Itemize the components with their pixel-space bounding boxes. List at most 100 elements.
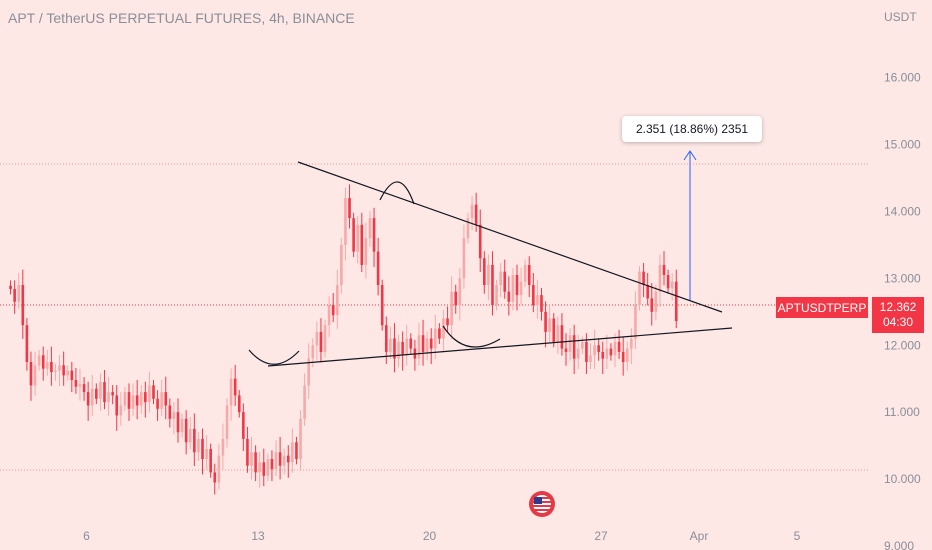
candle-body (152, 385, 155, 399)
candle-body (184, 418, 188, 443)
candle-body (335, 285, 339, 316)
candle-body (86, 392, 90, 406)
y-tick-label: 15.000 (884, 138, 921, 152)
candle-body (348, 198, 351, 219)
y-tick-label: 10.000 (884, 472, 921, 486)
candle-body (90, 388, 94, 406)
candle-body (654, 291, 658, 312)
candle-body (291, 442, 294, 463)
candle-body (258, 462, 261, 473)
candle-body (470, 204, 474, 219)
y-tick-label: 9.000 (884, 539, 914, 550)
candle-body (135, 395, 139, 406)
candle-body (609, 348, 613, 356)
measure-label[interactable]: 2.351 (18.86%) 2351 (622, 116, 762, 142)
candle-body (572, 335, 576, 359)
triangle-lower-trendline[interactable] (267, 327, 733, 367)
candle-body (630, 338, 633, 349)
top-arc[interactable] (379, 181, 415, 205)
x-tick-label: 5 (794, 529, 801, 543)
candle-body (344, 198, 347, 245)
candle-body (37, 355, 41, 366)
candle-body (360, 224, 364, 265)
candle-body (323, 325, 327, 352)
candle-body (478, 224, 482, 259)
y-tick-label: 13.000 (884, 271, 921, 285)
candle-body (658, 264, 662, 292)
candle-body (597, 345, 600, 352)
candle-body (634, 305, 637, 339)
candle-body (180, 418, 184, 433)
candle-body (380, 285, 384, 326)
candle-body (286, 455, 290, 463)
candle-body (613, 341, 617, 356)
candle-body (593, 345, 596, 356)
drawings (248, 150, 733, 367)
candle-body (229, 378, 233, 406)
us-flag-icon[interactable] (529, 491, 555, 517)
candle-body (483, 258, 486, 286)
candle-body (491, 264, 494, 306)
candle-body (646, 285, 649, 299)
candle-body (523, 264, 527, 282)
candle-body (666, 275, 670, 289)
candle-body (368, 218, 372, 239)
candle-body (560, 325, 564, 349)
candle-body (172, 412, 176, 419)
candle-body (168, 405, 172, 419)
candle-body (340, 244, 343, 286)
candle-body (62, 365, 65, 376)
candle-body (556, 325, 560, 342)
time-axis[interactable]: 6 13 20 27 Apr 5 (83, 529, 801, 543)
candle-body (95, 388, 98, 399)
candle-body (254, 452, 257, 473)
x-tick-label: Apr (690, 529, 709, 543)
candle-body (417, 335, 421, 359)
candle-body (103, 382, 106, 403)
candle-body (266, 459, 270, 476)
last-price-value: 12.362 (879, 300, 917, 314)
candle-body (446, 318, 449, 326)
x-tick-label: 13 (251, 529, 265, 543)
candle-body (315, 331, 319, 346)
candle-body (270, 459, 274, 470)
candle-body (164, 392, 168, 406)
bottom-arc-left[interactable] (248, 349, 300, 365)
candle-body (303, 385, 306, 419)
candle-body (650, 298, 654, 312)
flag-glyph (533, 495, 551, 513)
bottom-arc-right[interactable] (442, 325, 501, 348)
candle-body (33, 365, 37, 386)
candle-body (499, 271, 502, 286)
y-tick-label: 12.000 (884, 338, 921, 352)
candle-body (311, 345, 315, 359)
candle-body (54, 370, 57, 373)
candle-body (115, 395, 119, 416)
candle-body (450, 291, 453, 326)
candle-body (237, 395, 241, 413)
candle-body (46, 361, 49, 369)
candle-body (188, 428, 192, 443)
candle-body (540, 295, 543, 312)
candle-body (585, 341, 588, 362)
candle-body (82, 384, 86, 393)
candle-body (111, 392, 114, 396)
candle-body (662, 264, 666, 275)
candle-body (250, 452, 253, 466)
candle-body (389, 338, 392, 352)
candle-body (148, 385, 151, 403)
candle-body (201, 438, 204, 460)
candle-body (119, 405, 123, 416)
price-axis[interactable]: 9.000 10.000 11.000 12.000 13.000 14.000 15.00… (884, 71, 921, 550)
candle-body (107, 392, 110, 403)
candle-body (454, 291, 458, 306)
candle-body (621, 351, 625, 362)
candle-body (434, 328, 437, 349)
candle-body (160, 392, 163, 409)
triangle-upper-trendline[interactable] (297, 161, 723, 313)
candle-body (131, 395, 135, 409)
x-tick-label: 20 (423, 529, 437, 543)
candle-body (319, 331, 323, 352)
candle-body (274, 452, 278, 470)
